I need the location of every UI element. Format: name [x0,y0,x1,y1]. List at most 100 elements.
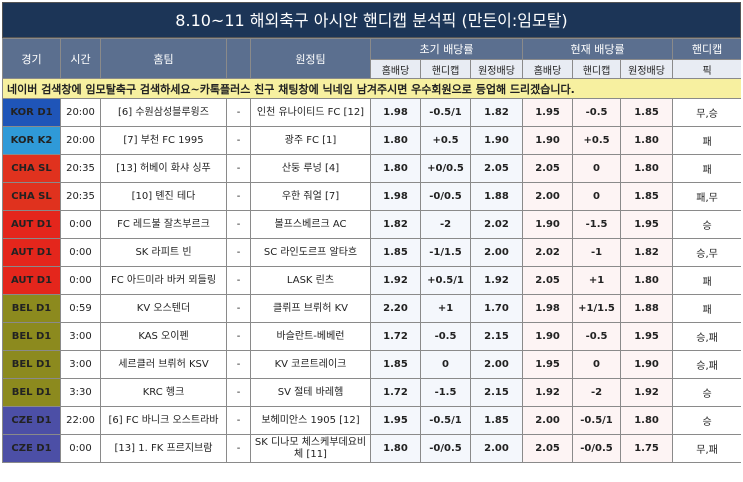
cell: +0/0.5 [420,154,471,183]
cell: - [226,350,251,379]
cell: [13] 허베이 화샤 싱푸 [100,154,227,183]
cell: 보헤미안스 1905 [12] [250,406,371,435]
match-row: BEL D1 3:00 KAS 오이펜 - 바슬란트-베베런 1.72 -0.5 2.15 1.… [2,322,741,351]
cell: +1/1.5 [572,294,622,323]
cell: 패 [672,266,741,295]
cell: 1.90 [620,350,674,379]
odds-table: 경기 시간 홈팀 원정팀 초기 배당률 현재 배당률 핸디캡 홈배당 핸디캡 원정배… [2,38,741,463]
cell: 승,패 [672,322,741,351]
cell: 1.90 [522,210,574,239]
league: CZE D1 [2,406,61,435]
cell: - [226,98,251,127]
cell: - [226,406,251,435]
cell: [6] FC 바니크 오스트라바 [100,406,227,435]
cell: 2.00 [522,406,574,435]
cell: 1.85 [370,238,421,267]
header-cell: 원정팀 [250,38,371,79]
cell: 1.80 [370,154,421,183]
league: KOR K2 [2,126,61,155]
cell: -0/0.5 [420,434,471,463]
cell: - [226,294,251,323]
cell: 1.88 [620,294,674,323]
league: BEL D1 [2,350,61,379]
cell: 산둥 루넝 [4] [250,154,371,183]
match-row: AUT D1 0:00 FC 레드불 잘츠부르크 - 볼프스베르크 AC 1.82 -2 2.… [2,210,741,239]
match-row: CHA SL 20:35 [13] 허베이 화샤 싱푸 - 산둥 루넝 [4] 1.80 +… [2,154,741,183]
cell: 0:00 [60,210,101,239]
cell: - [226,210,251,239]
notice: 네이버 검색창에 임모탈축구 검색하세요~카톡플러스 친구 채팅창에 닉네임 남… [2,78,741,99]
sub-header-cell: 원정배당 [469,59,524,79]
cell: 1.92 [370,266,421,295]
match-row: KOR D1 20:00 [6] 수원삼성블루윙즈 - 인천 유나이티드 FC [12]… [2,98,741,127]
league: BEL D1 [2,294,61,323]
cell: 2.15 [469,322,524,351]
cell: 2.00 [469,238,524,267]
cell: 1.80 [370,126,421,155]
cell: 승 [672,210,741,239]
cell: 0:00 [60,434,101,463]
cell: 1.98 [370,182,421,211]
cell: SV 절테 바레헴 [250,378,371,407]
league: CHA SL [2,154,61,183]
cell: 1.95 [620,210,674,239]
cell: FC 아드미라 바커 뫼들링 [100,266,227,295]
cell: FC 레드불 잘츠부르크 [100,210,227,239]
cell: 패 [672,126,741,155]
header-cell: 홈팀 [100,38,227,79]
cell: [10] 톈진 테다 [100,182,227,211]
header-cell [226,38,251,79]
sub-header-cell: 홈배당 [522,59,574,79]
cell: -1/1.5 [420,238,471,267]
cell: 1.95 [522,98,574,127]
cell: 2.15 [469,378,524,407]
cell: 3:30 [60,378,101,407]
cell: [7] 부천 FC 1995 [100,126,227,155]
cell: 패,무 [672,182,741,211]
cell: 0 [572,154,622,183]
cell: 1.90 [469,126,524,155]
cell: 1.72 [370,378,421,407]
match-row: CZE D1 22:00 [6] FC 바니크 오스트라바 - 보헤미안스 1905 [… [2,406,741,435]
cell: 3:00 [60,322,101,351]
cell: 2.02 [522,238,574,267]
cell: 1.95 [522,350,574,379]
cell: 0 [572,350,622,379]
cell: 1.85 [620,98,674,127]
cell: -2 [420,210,471,239]
cell: 20:35 [60,182,101,211]
cell: -0.5 [572,322,622,351]
league: AUT D1 [2,210,61,239]
header-cell: 초기 배당률 [369,38,524,60]
cell: 승 [672,406,741,435]
cell: 1.80 [620,406,674,435]
cell: 1.85 [469,406,524,435]
cell: - [226,238,251,267]
league: CZE D1 [2,434,61,463]
cell: +0.5/1 [420,266,471,295]
cell: - [226,126,251,155]
league: KOR D1 [2,98,61,127]
cell: 3:00 [60,350,101,379]
cell: 1.80 [370,434,421,463]
cell: 1.95 [370,406,421,435]
cell: 0:00 [60,238,101,267]
sub-header-cell: 픽 [672,59,741,79]
cell: 1.80 [620,126,674,155]
cell: -0.5 [572,98,622,127]
cell: - [226,266,251,295]
cell: 1.88 [469,182,524,211]
cell: 1.98 [522,294,574,323]
cell: 1.72 [370,322,421,351]
cell: 광주 FC [1] [250,126,371,155]
cell: LASK 린츠 [250,266,371,295]
cell: 2.05 [469,154,524,183]
match-row: BEL D1 0:59 KV 오스텐더 - 클뤼프 브뤼허 KV 2.20 +1 1.70 1.… [2,294,741,323]
cell: 1.95 [620,322,674,351]
cell: SK 라피트 빈 [100,238,227,267]
cell: +1 [420,294,471,323]
cell: SK 디나모 체스케부데요비체 [11] [250,434,371,463]
cell: 바슬란트-베베런 [250,322,371,351]
cell: 2.20 [370,294,421,323]
